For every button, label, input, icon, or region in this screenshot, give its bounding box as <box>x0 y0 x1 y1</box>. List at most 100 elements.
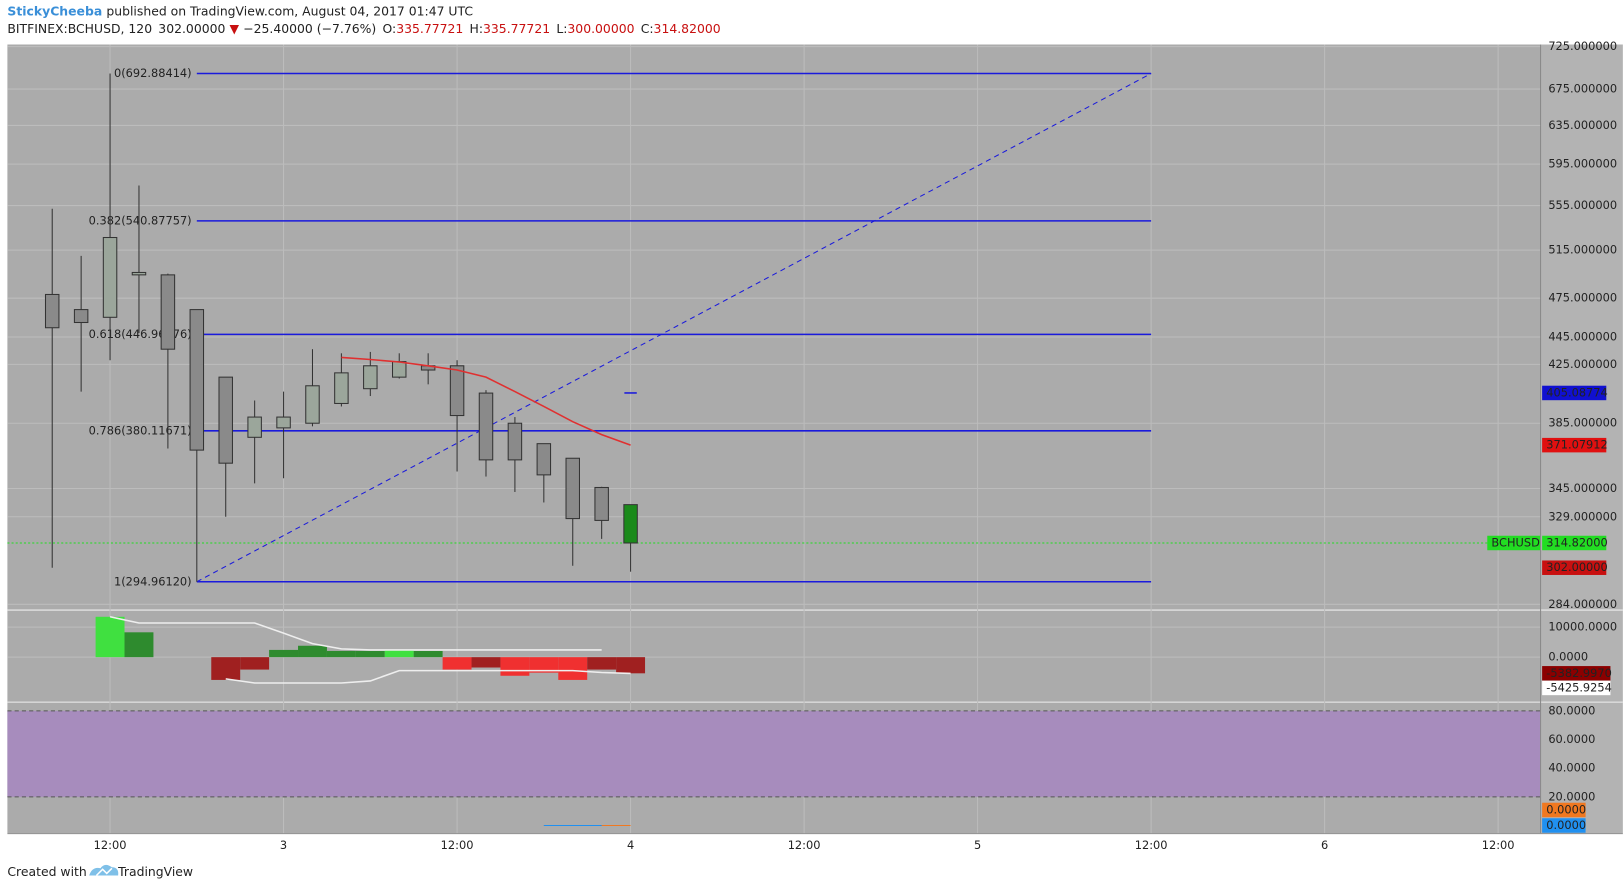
x-tick-label: 6 <box>1321 838 1328 852</box>
ohlc-label: H: <box>470 20 484 35</box>
y-tick-label: 40.0000 <box>1548 761 1595 775</box>
x-tick-label: 12:00 <box>441 838 474 852</box>
x-tick-label: 12:00 <box>1135 838 1168 852</box>
candle-body <box>536 443 552 476</box>
ohlc-value: 300.00000 <box>567 20 634 35</box>
volume-bar <box>529 657 559 673</box>
ohlc-value: 314.82000 <box>654 20 721 35</box>
x-tick-label: 12:00 <box>1482 838 1515 852</box>
candle-body <box>391 361 407 378</box>
y-tick-label: 475.000000 <box>1548 291 1617 305</box>
y-tick-label: 0.0000 <box>1548 650 1588 664</box>
fib-label: 0(692.88414) <box>114 66 192 80</box>
symbol-tag <box>1487 535 1541 551</box>
y-tick-label: 20.0000 <box>1548 789 1595 803</box>
rsi-label-box <box>1542 802 1586 818</box>
ohlc-value: 335.77721 <box>396 20 463 35</box>
candle-body <box>305 385 320 424</box>
y-tick-label: 445.000000 <box>1548 330 1617 344</box>
symbol-line: BITFINEX:BCHUSD, 120 302.00000 ▼ −25.40000 … <box>7 20 720 35</box>
y-tick-label: 595.000000 <box>1548 157 1617 171</box>
ohlc-value: 335.77721 <box>483 20 550 35</box>
rsi-label-box <box>1542 818 1586 833</box>
candle-body <box>623 504 638 544</box>
volume-bar <box>587 657 617 670</box>
volume-bar <box>442 657 472 670</box>
author: StickyCheeba <box>7 3 102 18</box>
y-tick-label: 345.000000 <box>1548 481 1617 495</box>
candle-body <box>131 271 147 276</box>
moving-average <box>341 356 631 446</box>
x-tick-label: 12:00 <box>94 838 127 852</box>
volume-bar <box>558 657 588 680</box>
volume-label: -5382.9970 <box>1546 666 1612 680</box>
volume-bar <box>355 650 385 658</box>
arrow: ▼ <box>230 20 240 35</box>
y-tick-label: 725.000000 <box>1548 39 1617 53</box>
y-tick-label: 425.000000 <box>1548 357 1617 371</box>
y-tick-label: 555.000000 <box>1548 198 1617 212</box>
volume-bar <box>95 616 125 658</box>
candle-body <box>160 274 176 350</box>
candle-body <box>276 416 291 429</box>
price-label-box <box>1542 437 1607 453</box>
candle-body <box>334 372 349 404</box>
price-label-box <box>1542 535 1607 551</box>
x-tick-label: 5 <box>974 838 981 852</box>
volume-bar <box>616 657 646 674</box>
ohlc-label: L: <box>556 20 567 35</box>
y-tick-label: 284.000000 <box>1548 597 1617 611</box>
rsi-label: 0.0000 <box>1546 802 1586 816</box>
candle-body <box>73 309 89 324</box>
y-tick-label: 385.000000 <box>1548 416 1617 430</box>
price-label: 302.00000 <box>1546 560 1608 574</box>
price-label: 314.82000 <box>1546 535 1608 549</box>
candle-body <box>565 457 580 520</box>
rsi-label: 0.0000 <box>1546 818 1586 832</box>
volume-label: -5425.9254 <box>1546 680 1612 694</box>
fib-label: 1(294.96120) <box>114 574 192 588</box>
last-price: 302.00000 <box>158 20 225 35</box>
symbol: BITFINEX:BCHUSD, 120 <box>7 20 152 35</box>
published: published on TradingView.com, August 04,… <box>106 3 473 18</box>
candle-body <box>218 376 233 464</box>
header-line: StickyCheeba published on TradingView.com… <box>7 3 473 18</box>
candle-body <box>247 416 262 438</box>
volume-bar <box>471 657 501 668</box>
y-tick-label: 80.0000 <box>1548 703 1595 717</box>
volume-label-box <box>1542 680 1611 696</box>
x-tick-label: 4 <box>627 838 634 852</box>
volume-bar <box>269 649 299 658</box>
created-with: Created with <box>7 864 86 879</box>
x-tick-label: 3 <box>280 838 287 852</box>
candle-body <box>189 309 205 451</box>
price-label: 405.08774 <box>1546 385 1608 399</box>
volume-bar <box>384 649 414 658</box>
y-tick-label: 10000.0000 <box>1548 620 1617 634</box>
volume-bar <box>326 650 356 658</box>
volume-line <box>225 669 631 684</box>
fib-trend <box>196 73 1152 583</box>
y-tick-label: 60.0000 <box>1548 732 1595 746</box>
change: −25.40000 (−7.76%) <box>243 20 376 35</box>
footer-logo <box>89 864 119 877</box>
volume-bar <box>211 657 241 680</box>
price-label: 371.07912 <box>1546 438 1608 452</box>
volume-bar <box>240 657 270 670</box>
ohlc-label: C: <box>641 20 654 35</box>
y-tick-label: 635.000000 <box>1548 118 1617 132</box>
y-tick-label: 329.000000 <box>1548 509 1617 523</box>
volume-label-box <box>1542 666 1611 681</box>
candle-body <box>44 293 60 329</box>
y-tick-label: 675.000000 <box>1548 82 1617 96</box>
candle-body <box>594 486 609 521</box>
symbol-tag-text: BCHUSD <box>1491 535 1540 549</box>
fib-label: 0.382(540.87757) <box>89 213 192 227</box>
candle-body <box>478 392 494 461</box>
volume-bar <box>413 650 443 658</box>
price-label-box <box>1542 385 1607 401</box>
price-label-box <box>1542 560 1607 575</box>
fib-label: 0.618(446.96776) <box>89 327 192 341</box>
x-tick-label: 12:00 <box>788 838 821 852</box>
